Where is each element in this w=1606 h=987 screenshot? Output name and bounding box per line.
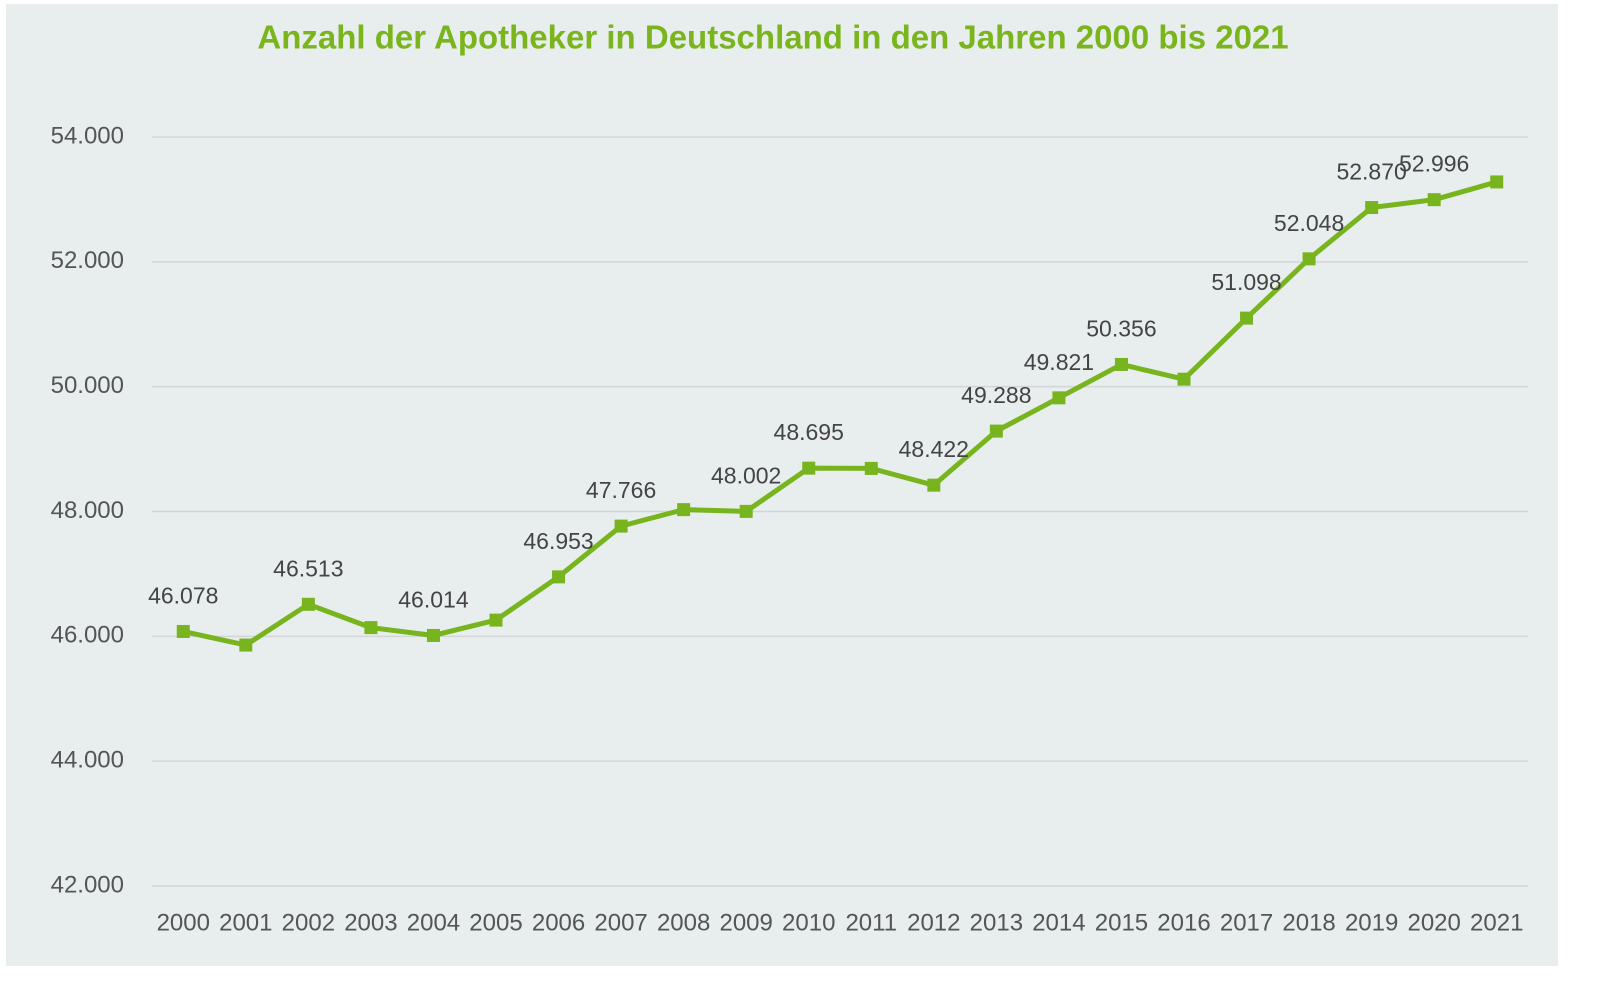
data-marker	[1365, 201, 1379, 215]
y-tick-label: 48.000	[51, 497, 124, 524]
data-marker	[614, 519, 628, 533]
y-tick-label: 52.000	[51, 247, 124, 274]
x-tick-label: 2000	[157, 909, 210, 936]
data-marker	[739, 504, 753, 518]
data-label: 47.766	[586, 477, 656, 503]
data-label: 48.422	[899, 436, 969, 462]
data-marker	[864, 461, 878, 475]
x-tick-label: 2012	[907, 909, 960, 936]
x-tick-label: 2017	[1220, 909, 1273, 936]
data-marker	[426, 628, 440, 642]
data-marker	[176, 624, 190, 638]
data-marker	[1427, 193, 1441, 207]
x-tick-label: 2002	[282, 909, 335, 936]
x-tick-label: 2010	[782, 909, 835, 936]
data-label: 49.288	[961, 382, 1031, 408]
data-marker	[1302, 252, 1316, 266]
x-tick-label: 2011	[845, 909, 897, 936]
data-marker	[239, 638, 253, 652]
x-tick-label: 2006	[532, 909, 585, 936]
x-tick-label: 2016	[1157, 909, 1210, 936]
data-label: 52.996	[1399, 151, 1469, 177]
y-tick-label: 44.000	[51, 747, 124, 774]
x-tick-label: 2007	[594, 909, 647, 936]
data-marker	[989, 424, 1003, 438]
x-tick-label: 2003	[344, 909, 397, 936]
y-tick-label: 50.000	[51, 372, 124, 399]
x-tick-label: 2009	[719, 909, 772, 936]
y-tick-label: 54.000	[51, 122, 124, 149]
data-label: 50.356	[1086, 316, 1156, 342]
chart-title: Anzahl der Apotheker in Deutschland in d…	[257, 19, 1288, 56]
data-label: 46.014	[398, 587, 469, 613]
data-marker	[1177, 372, 1191, 386]
data-label: 52.048	[1274, 210, 1344, 236]
data-label: 49.821	[1024, 349, 1094, 375]
x-tick-label: 2004	[407, 909, 460, 936]
data-label: 48.002	[711, 462, 781, 488]
data-marker	[364, 621, 378, 635]
data-marker	[677, 503, 691, 517]
data-marker	[301, 597, 315, 611]
x-tick-label: 2021	[1470, 909, 1523, 936]
data-label: 52.870	[1336, 159, 1406, 185]
x-tick-label: 2008	[657, 909, 710, 936]
x-tick-label: 2019	[1345, 909, 1398, 936]
data-marker	[1052, 391, 1066, 405]
data-marker	[552, 570, 566, 584]
x-tick-label: 2020	[1407, 909, 1460, 936]
data-line	[182, 179, 1498, 648]
data-marker	[1240, 311, 1254, 325]
data-label: 46.078	[148, 583, 218, 609]
data-label: 46.953	[523, 528, 593, 554]
x-tick-label: 2014	[1032, 909, 1085, 936]
data-label: 51.098	[1211, 269, 1281, 295]
data-marker	[802, 461, 816, 475]
data-marker	[1490, 175, 1504, 189]
data-marker	[927, 478, 941, 492]
data-label: 48.695	[774, 419, 844, 445]
data-marker	[1114, 357, 1128, 371]
x-tick-label: 2013	[970, 909, 1023, 936]
x-tick-label: 2018	[1282, 909, 1335, 936]
data-label: 46.513	[273, 555, 343, 581]
data-marker	[489, 613, 503, 627]
x-tick-label: 2001	[219, 909, 272, 936]
x-tick-label: 2015	[1095, 909, 1148, 936]
y-tick-label: 42.000	[51, 871, 124, 898]
y-tick-label: 46.000	[51, 622, 124, 649]
x-tick-label: 2005	[469, 909, 522, 936]
